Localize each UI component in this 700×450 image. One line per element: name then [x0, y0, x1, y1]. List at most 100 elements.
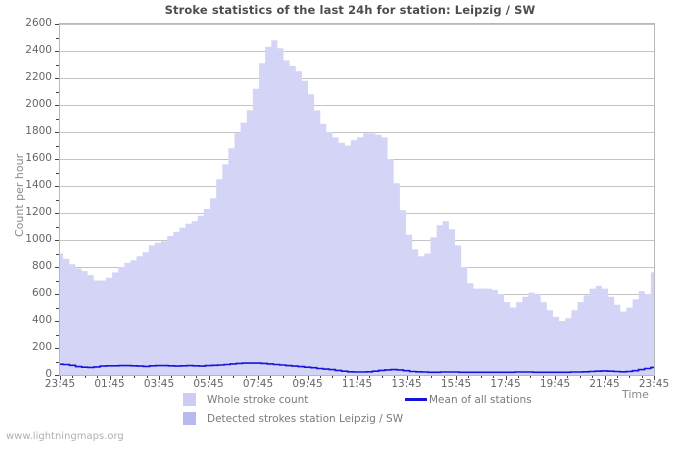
- y-tick-major: [55, 105, 59, 106]
- series-mean-line: [60, 362, 654, 374]
- y-tick-label: 600: [31, 287, 52, 299]
- x-tick-minor: [159, 375, 160, 378]
- y-tick-minor: [56, 146, 59, 147]
- x-tick-minor: [184, 375, 185, 378]
- footer-watermark: www.lightningmaps.org: [6, 431, 124, 442]
- y-tick-major: [55, 132, 59, 133]
- gridline: [60, 24, 654, 25]
- y-tick-major: [55, 348, 59, 349]
- x-tick-minor: [221, 375, 222, 378]
- x-tick-label: 03:45: [143, 378, 175, 390]
- x-tick-minor: [209, 375, 210, 378]
- y-tick-major: [55, 24, 59, 25]
- y-tick-minor: [56, 254, 59, 255]
- chart-title: Stroke statistics of the last 24h for st…: [164, 3, 536, 17]
- x-tick-minor: [283, 375, 284, 378]
- x-tick-minor: [246, 375, 247, 378]
- y-tick-minor: [56, 308, 59, 309]
- x-tick-minor: [122, 375, 123, 378]
- x-tick-minor: [233, 375, 234, 378]
- y-tick-label: 2600: [25, 17, 52, 29]
- x-tick-minor: [171, 375, 172, 378]
- y-tick-minor: [56, 173, 59, 174]
- x-tick-minor: [295, 375, 296, 378]
- gridline: [60, 51, 654, 52]
- y-tick-label: 1800: [25, 125, 52, 137]
- x-tick-minor: [629, 375, 630, 378]
- y-tick-label: 800: [31, 260, 52, 272]
- y-tick-major: [55, 78, 59, 79]
- y-axis-title: Count per hour: [13, 153, 26, 237]
- x-tick-label: 21:45: [589, 378, 620, 390]
- x-tick-minor: [506, 375, 507, 378]
- x-tick-minor: [357, 375, 358, 378]
- y-tick-minor: [56, 200, 59, 201]
- legend-swatch: [183, 412, 196, 425]
- y-tick-major: [55, 294, 59, 295]
- x-tick-minor: [97, 375, 98, 378]
- x-tick-minor: [382, 375, 383, 378]
- y-tick-major: [55, 213, 59, 214]
- y-tick-minor: [56, 362, 59, 363]
- y-tick-major: [55, 321, 59, 322]
- x-tick-minor: [72, 375, 73, 378]
- x-tick-minor: [592, 375, 593, 378]
- x-axis-title: Time: [622, 388, 649, 401]
- legend-label: Whole stroke count: [207, 394, 309, 406]
- x-tick-label: 01:45: [94, 378, 125, 390]
- x-tick-minor: [394, 375, 395, 378]
- y-tick-minor: [56, 65, 59, 66]
- x-tick-minor: [332, 375, 333, 378]
- y-tick-label: 1400: [25, 179, 52, 191]
- y-tick-major: [55, 240, 59, 241]
- x-tick-minor: [518, 375, 519, 378]
- gridline: [60, 132, 654, 133]
- y-tick-major: [55, 186, 59, 187]
- y-tick-minor: [56, 227, 59, 228]
- x-tick-minor: [493, 375, 494, 378]
- y-tick-label: 2400: [25, 44, 52, 56]
- x-tick-minor: [567, 375, 568, 378]
- x-tick-minor: [60, 375, 61, 378]
- y-tick-label: 1600: [25, 152, 52, 164]
- x-tick-label: 23:45: [44, 378, 76, 390]
- y-tick-label: 1000: [25, 233, 52, 245]
- x-tick-minor: [345, 375, 346, 378]
- x-tick-label: 23:45: [638, 378, 670, 390]
- gridline: [60, 105, 654, 106]
- x-tick-minor: [617, 375, 618, 378]
- x-tick-minor: [369, 375, 370, 378]
- x-tick-minor: [270, 375, 271, 378]
- legend-label: Detected strokes station Leipzig / SW: [207, 413, 404, 425]
- y-tick-major: [55, 51, 59, 52]
- x-tick-minor: [407, 375, 408, 378]
- plot-area: [59, 23, 655, 376]
- legend-swatch: [183, 393, 196, 406]
- y-tick-label: 2200: [25, 71, 52, 83]
- x-tick-minor: [320, 375, 321, 378]
- x-tick-minor: [147, 375, 148, 378]
- x-tick-minor: [258, 375, 259, 378]
- x-tick-label: 05:45: [193, 378, 224, 390]
- x-tick-label: 15:45: [440, 378, 472, 390]
- x-tick-minor: [481, 375, 482, 378]
- legend-line-marker: [405, 398, 427, 401]
- x-tick-minor: [468, 375, 469, 378]
- x-tick-minor: [134, 375, 135, 378]
- x-tick-minor: [444, 375, 445, 378]
- y-tick-label: 2000: [25, 98, 52, 110]
- y-tick-label: 200: [31, 341, 52, 353]
- x-tick-label: 09:45: [292, 378, 323, 390]
- y-tick-label: 1200: [25, 206, 52, 218]
- gridline: [60, 78, 654, 79]
- x-tick-minor: [543, 375, 544, 378]
- x-tick-minor: [555, 375, 556, 378]
- legend-label: Mean of all stations: [429, 394, 532, 406]
- x-tick-minor: [580, 375, 581, 378]
- y-tick-major: [55, 267, 59, 268]
- x-tick-minor: [605, 375, 606, 378]
- series-layer: [60, 40, 654, 375]
- x-tick-minor: [308, 375, 309, 378]
- y-tick-minor: [56, 281, 59, 282]
